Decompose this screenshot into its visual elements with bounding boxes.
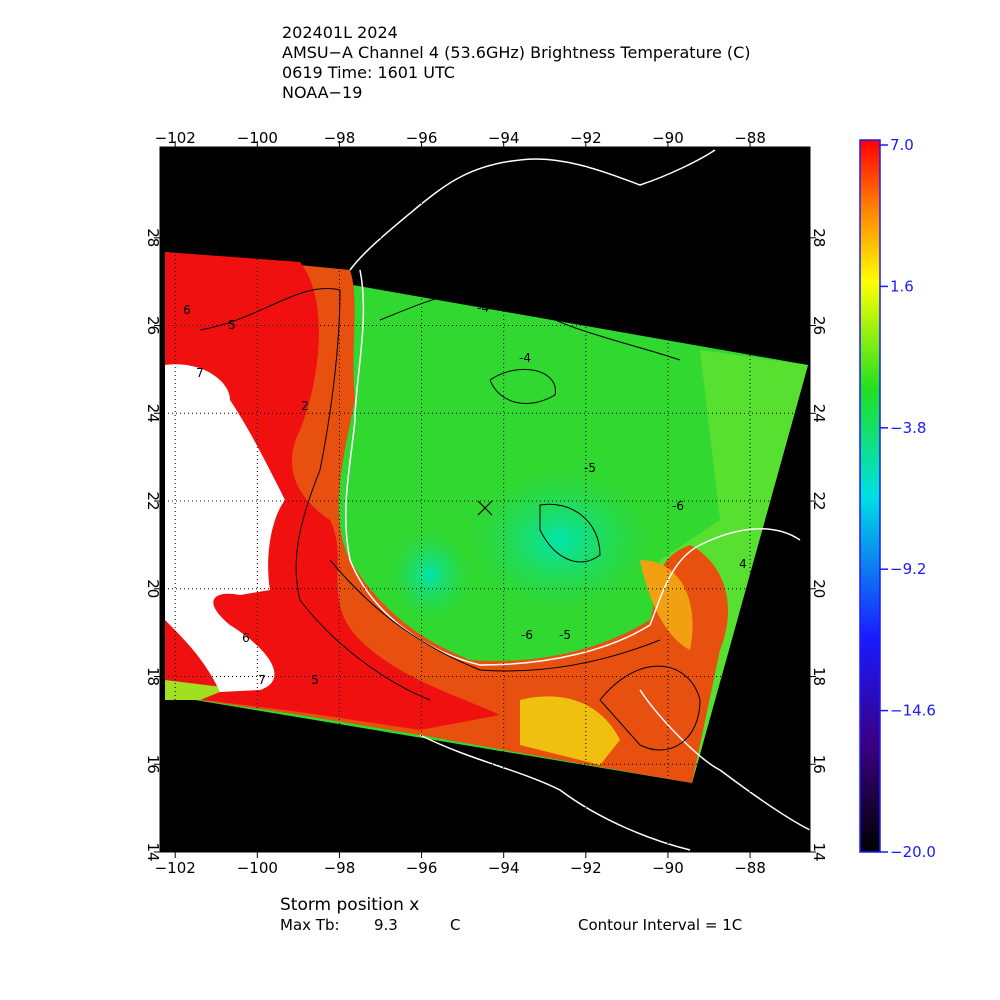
colorbar-tick-label: 7.0 (890, 136, 914, 154)
x-tick-label: −94 (488, 859, 520, 877)
colorbar-ticks: 7.0 1.6 −3.8 −9.2 −14.6 −20.0 (880, 136, 936, 861)
x-tick-label: −100 (237, 859, 278, 877)
colorbar-tick-label: −3.8 (890, 419, 926, 437)
y-tick-label: 24 (810, 404, 828, 423)
contour-label: 6 (242, 631, 250, 645)
x-tick-label: −90 (652, 859, 684, 877)
field-region (165, 680, 230, 700)
y-tick-label: 22 (810, 491, 828, 510)
contour-label: 7 (196, 366, 204, 380)
max-tb-value: 9.3 (374, 916, 398, 934)
x-tick-label: −96 (406, 859, 438, 877)
y-tick-label: 16 (144, 755, 162, 774)
contour-label: -5 (559, 628, 571, 642)
y-tick-label: 22 (144, 491, 162, 510)
storm-marker (477, 500, 493, 516)
map-field (160, 147, 810, 852)
axis-ticks: −102 −102 −100 −100 −98 −98 −96 −96 −94 −94 −92 −92… (144, 129, 828, 877)
x-tick-label: −96 (406, 129, 438, 147)
colorbar (859, 139, 881, 853)
storm-position-note: Storm position x (280, 895, 419, 915)
x-tick-label: −98 (324, 859, 356, 877)
title-line: 0619 Time: 1601 UTC (282, 63, 455, 82)
y-tick-label: 26 (810, 316, 828, 335)
x-tick-label: −102 (155, 129, 196, 147)
x-tick-label: −94 (488, 129, 520, 147)
title-line: NOAA−19 (282, 83, 362, 102)
x-tick-label: −98 (324, 129, 356, 147)
x-tick-label: −100 (237, 129, 278, 147)
map-frame (159, 146, 811, 853)
field-region (165, 252, 500, 730)
x-tick-label: −92 (570, 129, 602, 147)
field-region (470, 470, 650, 610)
y-tick-label: 18 (144, 667, 162, 686)
contour-label: -4 (477, 301, 489, 315)
colorbar-tick-label: −20.0 (890, 843, 936, 861)
y-tick-label: 28 (810, 228, 828, 247)
x-tick-label: −92 (570, 859, 602, 877)
x-tick-label: −90 (652, 129, 684, 147)
colorbar-tick-label: −9.2 (890, 560, 926, 578)
x-tick-label: −88 (734, 129, 766, 147)
land-mask (165, 364, 285, 692)
y-tick-label: 26 (144, 316, 162, 335)
contour-label: 7 (258, 673, 266, 687)
contour-label: 4 (739, 557, 747, 571)
max-tb-unit: C (450, 916, 460, 934)
contour-interval: Contour Interval = 1C (578, 916, 742, 934)
y-tick-label: 20 (810, 579, 828, 598)
title-line: AMSU−A Channel 4 (53.6GHz) Brightness Te… (282, 43, 751, 62)
colorbar-tick-label: 1.6 (890, 277, 914, 295)
contour-label: 2 (301, 399, 309, 413)
y-tick-label: 28 (144, 228, 162, 247)
colorbar-tick-label: −14.6 (890, 702, 936, 720)
y-tick-label: 16 (810, 755, 828, 774)
y-tick-label: 14 (144, 842, 162, 861)
y-tick-label: 14 (810, 842, 828, 861)
x-tick-label: −102 (155, 859, 196, 877)
max-tb-label: Max Tb: (280, 916, 340, 934)
field-region (640, 560, 693, 650)
y-tick-label: 18 (810, 667, 828, 686)
contour (199, 288, 701, 751)
contour-label: 5 (311, 673, 319, 687)
y-tick-label: 24 (144, 404, 162, 423)
field-region (520, 696, 620, 765)
x-tick-label: −88 (734, 859, 766, 877)
title-line: 202401L 2024 (282, 23, 398, 42)
contour-label: -6 (521, 628, 533, 642)
contour-label: -4 (519, 351, 531, 365)
coastline (344, 149, 810, 851)
field-region (390, 530, 470, 620)
contour-label: -6 (672, 499, 684, 513)
contour-label: 6 (183, 303, 191, 317)
contour-label: 5 (228, 318, 236, 332)
contour-label: -5 (584, 461, 596, 475)
y-tick-label: 20 (144, 579, 162, 598)
